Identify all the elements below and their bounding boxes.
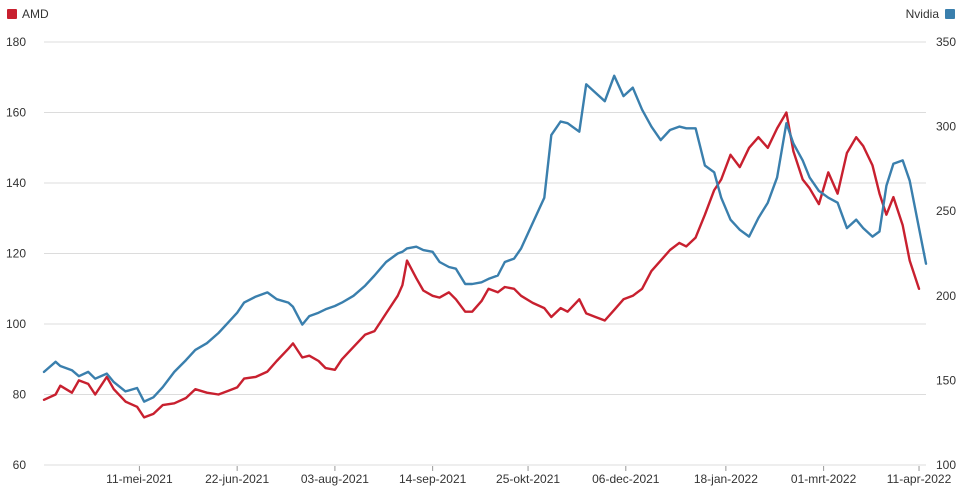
y-right-tick-label: 300 bbox=[936, 120, 956, 134]
series-line-amd[interactable] bbox=[42, 111, 921, 419]
legend-nvidia-swatch bbox=[945, 9, 955, 19]
y-left-tick-label: 180 bbox=[6, 35, 26, 49]
series-line-nvidia[interactable] bbox=[42, 74, 928, 403]
x-tick-label: 11-mei-2021 bbox=[106, 472, 173, 486]
y-left-tick-label: 160 bbox=[6, 106, 26, 120]
y-left-tick-label: 100 bbox=[6, 317, 26, 331]
y-right-tick-label: 350 bbox=[936, 35, 956, 49]
y-axis-right: 100 150 200 250 300 350 bbox=[936, 35, 956, 472]
y-left-tick-label: 60 bbox=[13, 458, 27, 472]
x-tick-label: 22-jun-2021 bbox=[205, 472, 269, 486]
x-axis: 11-mei-2021 22-jun-2021 03-aug-2021 14-sep-… bbox=[106, 466, 952, 486]
x-tick-label: 06-dec-2021 bbox=[592, 472, 660, 486]
x-tick-label: 03-aug-2021 bbox=[301, 472, 369, 486]
x-tick-label: 01-mrt-2022 bbox=[791, 472, 857, 486]
legend-amd[interactable]: AMD bbox=[7, 7, 49, 21]
x-tick-label: 11-apr-2022 bbox=[887, 472, 952, 486]
x-tick-label: 18-jan-2022 bbox=[694, 472, 758, 486]
y-left-tick-label: 80 bbox=[13, 388, 27, 402]
y-right-tick-label: 100 bbox=[936, 458, 956, 472]
legend-nvidia[interactable]: Nvidia bbox=[906, 7, 955, 21]
legend-amd-swatch bbox=[7, 9, 17, 19]
legend-amd-label: AMD bbox=[22, 7, 49, 21]
y-left-tick-label: 140 bbox=[6, 176, 26, 190]
y-right-tick-label: 250 bbox=[936, 204, 956, 218]
y-right-tick-label: 200 bbox=[936, 289, 956, 303]
series-lines bbox=[42, 74, 928, 419]
y-axis-left: 60 80 100 120 140 160 180 bbox=[6, 35, 26, 472]
y-left-tick-label: 120 bbox=[6, 247, 26, 261]
x-tick-label: 25-okt-2021 bbox=[496, 472, 560, 486]
x-tick-label: 14-sep-2021 bbox=[399, 472, 467, 486]
y-right-tick-label: 150 bbox=[936, 373, 956, 387]
legend-nvidia-label: Nvidia bbox=[905, 7, 939, 21]
